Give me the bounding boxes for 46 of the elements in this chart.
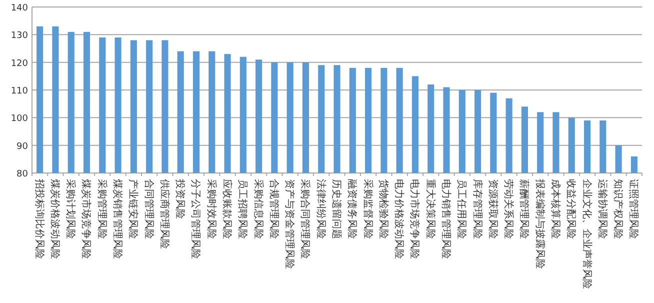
x-tick-label: 电力销售管理风险 — [440, 179, 452, 259]
y-tick-label: 80 — [16, 170, 28, 180]
x-tick-label: 电力价格波动风险 — [393, 179, 406, 259]
x-tick-label: 采购时效风险 — [205, 179, 218, 239]
x-tick-label: 煤炭价格波动风险 — [48, 179, 61, 259]
x-tick-label: 采购管理风险 — [96, 179, 108, 239]
x-tick-label: 产业链安风险 — [127, 179, 140, 239]
x-tick-label: 采购计划风险 — [64, 179, 77, 239]
x-tick-label: 采购信息风险 — [252, 179, 264, 239]
y-tick-label: 120 — [10, 58, 28, 69]
x-tick-label: 员工招聘风险 — [236, 179, 249, 239]
y-tick-label: 130 — [10, 31, 28, 42]
x-tick-label: 员工任用风险 — [456, 179, 468, 239]
x-tick-label: 重大决策风险 — [424, 179, 436, 239]
x-tick-label: 企业文化、企业声誉风险 — [580, 179, 593, 289]
x-tick-label: 煤炭销售管理风险 — [112, 179, 124, 259]
y-tick-label: 140 — [10, 4, 28, 14]
x-tick-label: 证照管理风险 — [628, 179, 640, 239]
x-tick-label: 法律纠纷风险 — [314, 179, 327, 239]
x-tick-label: 库存管理风险 — [471, 179, 484, 239]
x-tick-label: 电力市场竞争风险 — [408, 179, 421, 259]
x-tick-label: 应收账款风险 — [221, 179, 234, 239]
x-tick-label: 合规管理风险 — [268, 179, 280, 239]
y-tick-label: 100 — [10, 114, 28, 124]
x-tick-label: 运输协调风险 — [596, 179, 608, 239]
y-tick-label: 110 — [10, 86, 28, 96]
x-tick-label: 招投标询比价风险 — [33, 178, 46, 259]
x-tick-label: 劳动关系风险 — [502, 179, 515, 239]
x-tick-label: 货物检验风险 — [377, 179, 390, 239]
x-tick-label: 合同管理风险 — [142, 179, 155, 239]
x-tick-label: 煤炭市场竞争风险 — [80, 179, 92, 259]
x-tick-label: 成本核算风险 — [549, 179, 562, 239]
x-tick-label: 融资债务风险 — [346, 179, 358, 239]
x-tick-label: 薪酬管理风险 — [518, 179, 530, 239]
x-tick-label: 报表编制与披露风险 — [534, 178, 546, 269]
y-tick-label: 90 — [16, 142, 28, 152]
x-tick-label: 采购合同管理风险 — [299, 179, 312, 259]
x-tick-label: 供应商管理风险 — [158, 179, 170, 249]
x-tick-label: 采购监督风险 — [362, 179, 374, 239]
x-tick-label: 知识产权风险 — [612, 179, 624, 239]
x-tick-label: 投资风险 — [174, 178, 186, 219]
x-tick-label: 分子公司管理风险 — [190, 179, 202, 259]
x-tick-label: 历史遗留问题 — [330, 179, 342, 239]
x-tick-label: 收益分配风险 — [565, 179, 578, 239]
x-tick-label: 资源获取风险 — [486, 179, 499, 239]
x-tick-label: 资产与资金管理风险 — [284, 179, 296, 269]
